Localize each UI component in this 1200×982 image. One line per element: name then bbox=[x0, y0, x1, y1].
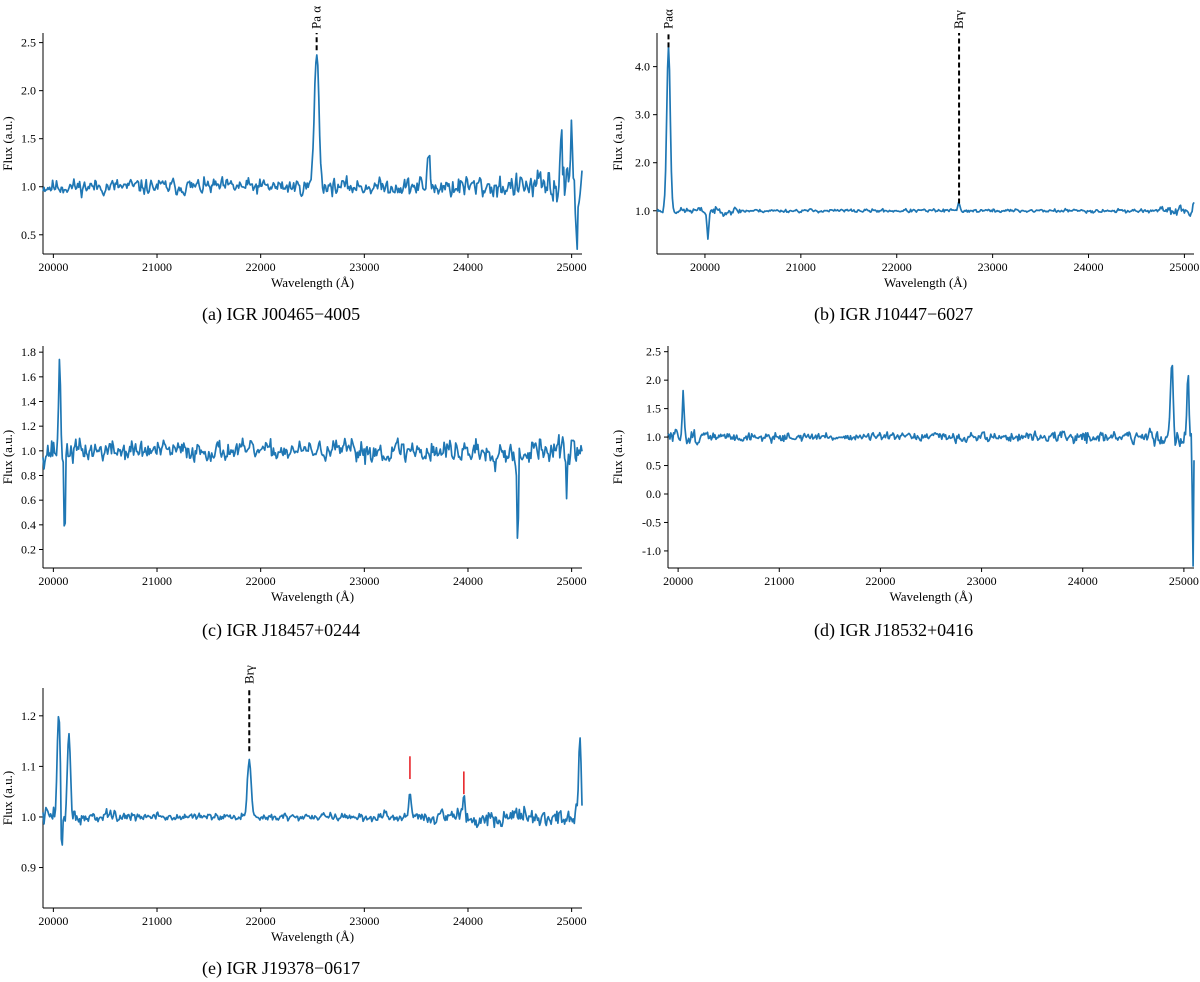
panel-b: 20000 21000 22000 23000 24000 25000 1.0 2.0 3.0 4… bbox=[600, 0, 1200, 330]
y-tick-label: 1.0 bbox=[635, 204, 650, 218]
y-axis-title: Flux (a.u.) bbox=[0, 771, 15, 826]
x-tick-label: 21000 bbox=[142, 574, 172, 588]
line-id-label: Brγ bbox=[241, 665, 256, 684]
caption-d: (d) IGR J18532+0416 bbox=[814, 620, 974, 640]
y-axis-title: Flux (a.u.) bbox=[610, 430, 625, 485]
x-tick-label: 22000 bbox=[882, 260, 912, 274]
y-tick-label: 0.8 bbox=[21, 469, 36, 483]
x-tick-label: 25000 bbox=[1169, 260, 1199, 274]
x-tick-label: 21000 bbox=[764, 574, 794, 588]
x-axis-title: Wavelength (Å) bbox=[271, 589, 354, 604]
spectrum-line bbox=[42, 54, 583, 251]
x-tick-label: 24000 bbox=[1068, 574, 1098, 588]
y-tick-label: 0.9 bbox=[21, 861, 36, 875]
y-tick-label: 2.5 bbox=[646, 345, 661, 359]
x-tick-label: 22000 bbox=[865, 574, 895, 588]
panel-d: 20000 21000 22000 23000 24000 25000 -1.0 -0.5 0.… bbox=[600, 330, 1200, 650]
y-tick-label: 1.0 bbox=[21, 810, 36, 824]
x-tick-label: 20000 bbox=[690, 260, 720, 274]
x-tick-label: 24000 bbox=[453, 260, 483, 274]
x-tick-label: 22000 bbox=[246, 260, 276, 274]
x-tick-label: 23000 bbox=[349, 574, 379, 588]
x-axis-title: Wavelength (Å) bbox=[271, 275, 354, 290]
y-tick-label: 1.0 bbox=[21, 444, 36, 458]
line-id-label: Brγ bbox=[951, 10, 966, 29]
y-tick-label: 1.6 bbox=[21, 370, 36, 384]
y-tick-label: 1.5 bbox=[21, 132, 36, 146]
x-tick-label: 22000 bbox=[246, 574, 276, 588]
y-tick-label: 1.8 bbox=[21, 345, 36, 359]
y-tick-label: 0.5 bbox=[646, 459, 661, 473]
chart-c: 20000 21000 22000 23000 24000 25000 0.2 0.4 0.6 0… bbox=[0, 345, 587, 604]
x-tick-label: 24000 bbox=[453, 914, 483, 928]
x-tick-label: 25000 bbox=[557, 260, 587, 274]
y-tick-label: 2.0 bbox=[646, 373, 661, 387]
x-axis-title: Wavelength (Å) bbox=[271, 929, 354, 944]
y-tick-label: -1.0 bbox=[642, 544, 661, 558]
x-tick-label: 24000 bbox=[1074, 260, 1104, 274]
x-tick-label: 20000 bbox=[38, 914, 68, 928]
x-tick-label: 22000 bbox=[246, 914, 276, 928]
y-tick-label: 1.2 bbox=[21, 419, 36, 433]
x-tick-label: 25000 bbox=[557, 574, 587, 588]
y-tick-label: 1.5 bbox=[646, 402, 661, 416]
x-tick-label: 21000 bbox=[142, 260, 172, 274]
y-tick-label: 1.2 bbox=[21, 709, 36, 723]
caption-a: (a) IGR J00465−4005 bbox=[202, 304, 361, 324]
caption-e: (e) IGR J19378−0617 bbox=[202, 958, 361, 978]
panel-c: 20000 21000 22000 23000 24000 25000 0.2 0.4 0.6 0… bbox=[0, 330, 600, 650]
x-tick-label: 20000 bbox=[38, 574, 68, 588]
spectrum-line bbox=[42, 358, 583, 539]
caption-c: (c) IGR J18457+0244 bbox=[202, 620, 361, 640]
x-tick-label: 25000 bbox=[1169, 574, 1199, 588]
y-axis-title: Flux (a.u.) bbox=[610, 116, 625, 171]
panel-a: 20000 21000 22000 23000 24000 25000 0.5 1.0 1.5 2… bbox=[0, 0, 600, 330]
panel-e: 20000 21000 22000 23000 24000 25000 0.9 1.0 1.1 1… bbox=[0, 650, 600, 982]
y-tick-label: 0.4 bbox=[21, 518, 36, 532]
x-tick-label: 23000 bbox=[349, 260, 379, 274]
chart-b: 20000 21000 22000 23000 24000 25000 1.0 2.0 3.0 4… bbox=[610, 9, 1199, 290]
x-tick-label: 25000 bbox=[557, 914, 587, 928]
x-tick-label: 20000 bbox=[663, 574, 693, 588]
y-tick-label: 1.0 bbox=[646, 430, 661, 444]
x-tick-label: 23000 bbox=[978, 260, 1008, 274]
y-tick-label: 0.2 bbox=[21, 543, 36, 557]
y-tick-label: 2.0 bbox=[635, 156, 650, 170]
spectrum-line bbox=[656, 45, 1195, 240]
y-axis-title: Flux (a.u.) bbox=[0, 430, 15, 485]
y-tick-label: 2.0 bbox=[21, 84, 36, 98]
y-tick-label: 0.6 bbox=[21, 493, 36, 507]
y-tick-label: 3.0 bbox=[635, 108, 650, 122]
caption-b: (b) IGR J10447−6027 bbox=[814, 304, 974, 324]
y-tick-label: 2.5 bbox=[21, 36, 36, 50]
x-tick-label: 23000 bbox=[349, 914, 379, 928]
y-tick-label: 1.1 bbox=[21, 759, 36, 773]
spectrum-line bbox=[42, 715, 583, 846]
line-id-label: Pa α bbox=[309, 6, 324, 29]
chart-d: 20000 21000 22000 23000 24000 25000 -1.0 -0.5 0.… bbox=[610, 345, 1199, 604]
y-tick-label: -0.5 bbox=[642, 515, 661, 529]
x-tick-label: 20000 bbox=[38, 260, 68, 274]
y-tick-label: 1.4 bbox=[21, 395, 36, 409]
x-tick-label: 21000 bbox=[786, 260, 816, 274]
x-axis-title: Wavelength (Å) bbox=[884, 275, 967, 290]
x-tick-label: 24000 bbox=[453, 574, 483, 588]
chart-a: 20000 21000 22000 23000 24000 25000 0.5 1.0 1.5 2… bbox=[0, 6, 587, 290]
x-tick-label: 23000 bbox=[967, 574, 997, 588]
y-tick-label: 1.0 bbox=[21, 180, 36, 194]
x-axis-title: Wavelength (Å) bbox=[889, 589, 972, 604]
line-id-label: Paα bbox=[661, 9, 676, 29]
y-axis-title: Flux (a.u.) bbox=[0, 116, 15, 171]
chart-e: 20000 21000 22000 23000 24000 25000 0.9 1.0 1.1 1… bbox=[0, 665, 587, 944]
spectrum-line bbox=[667, 364, 1195, 567]
y-tick-label: 0.0 bbox=[646, 487, 661, 501]
x-tick-label: 21000 bbox=[142, 914, 172, 928]
y-tick-label: 0.5 bbox=[21, 228, 36, 242]
y-tick-label: 4.0 bbox=[635, 60, 650, 74]
